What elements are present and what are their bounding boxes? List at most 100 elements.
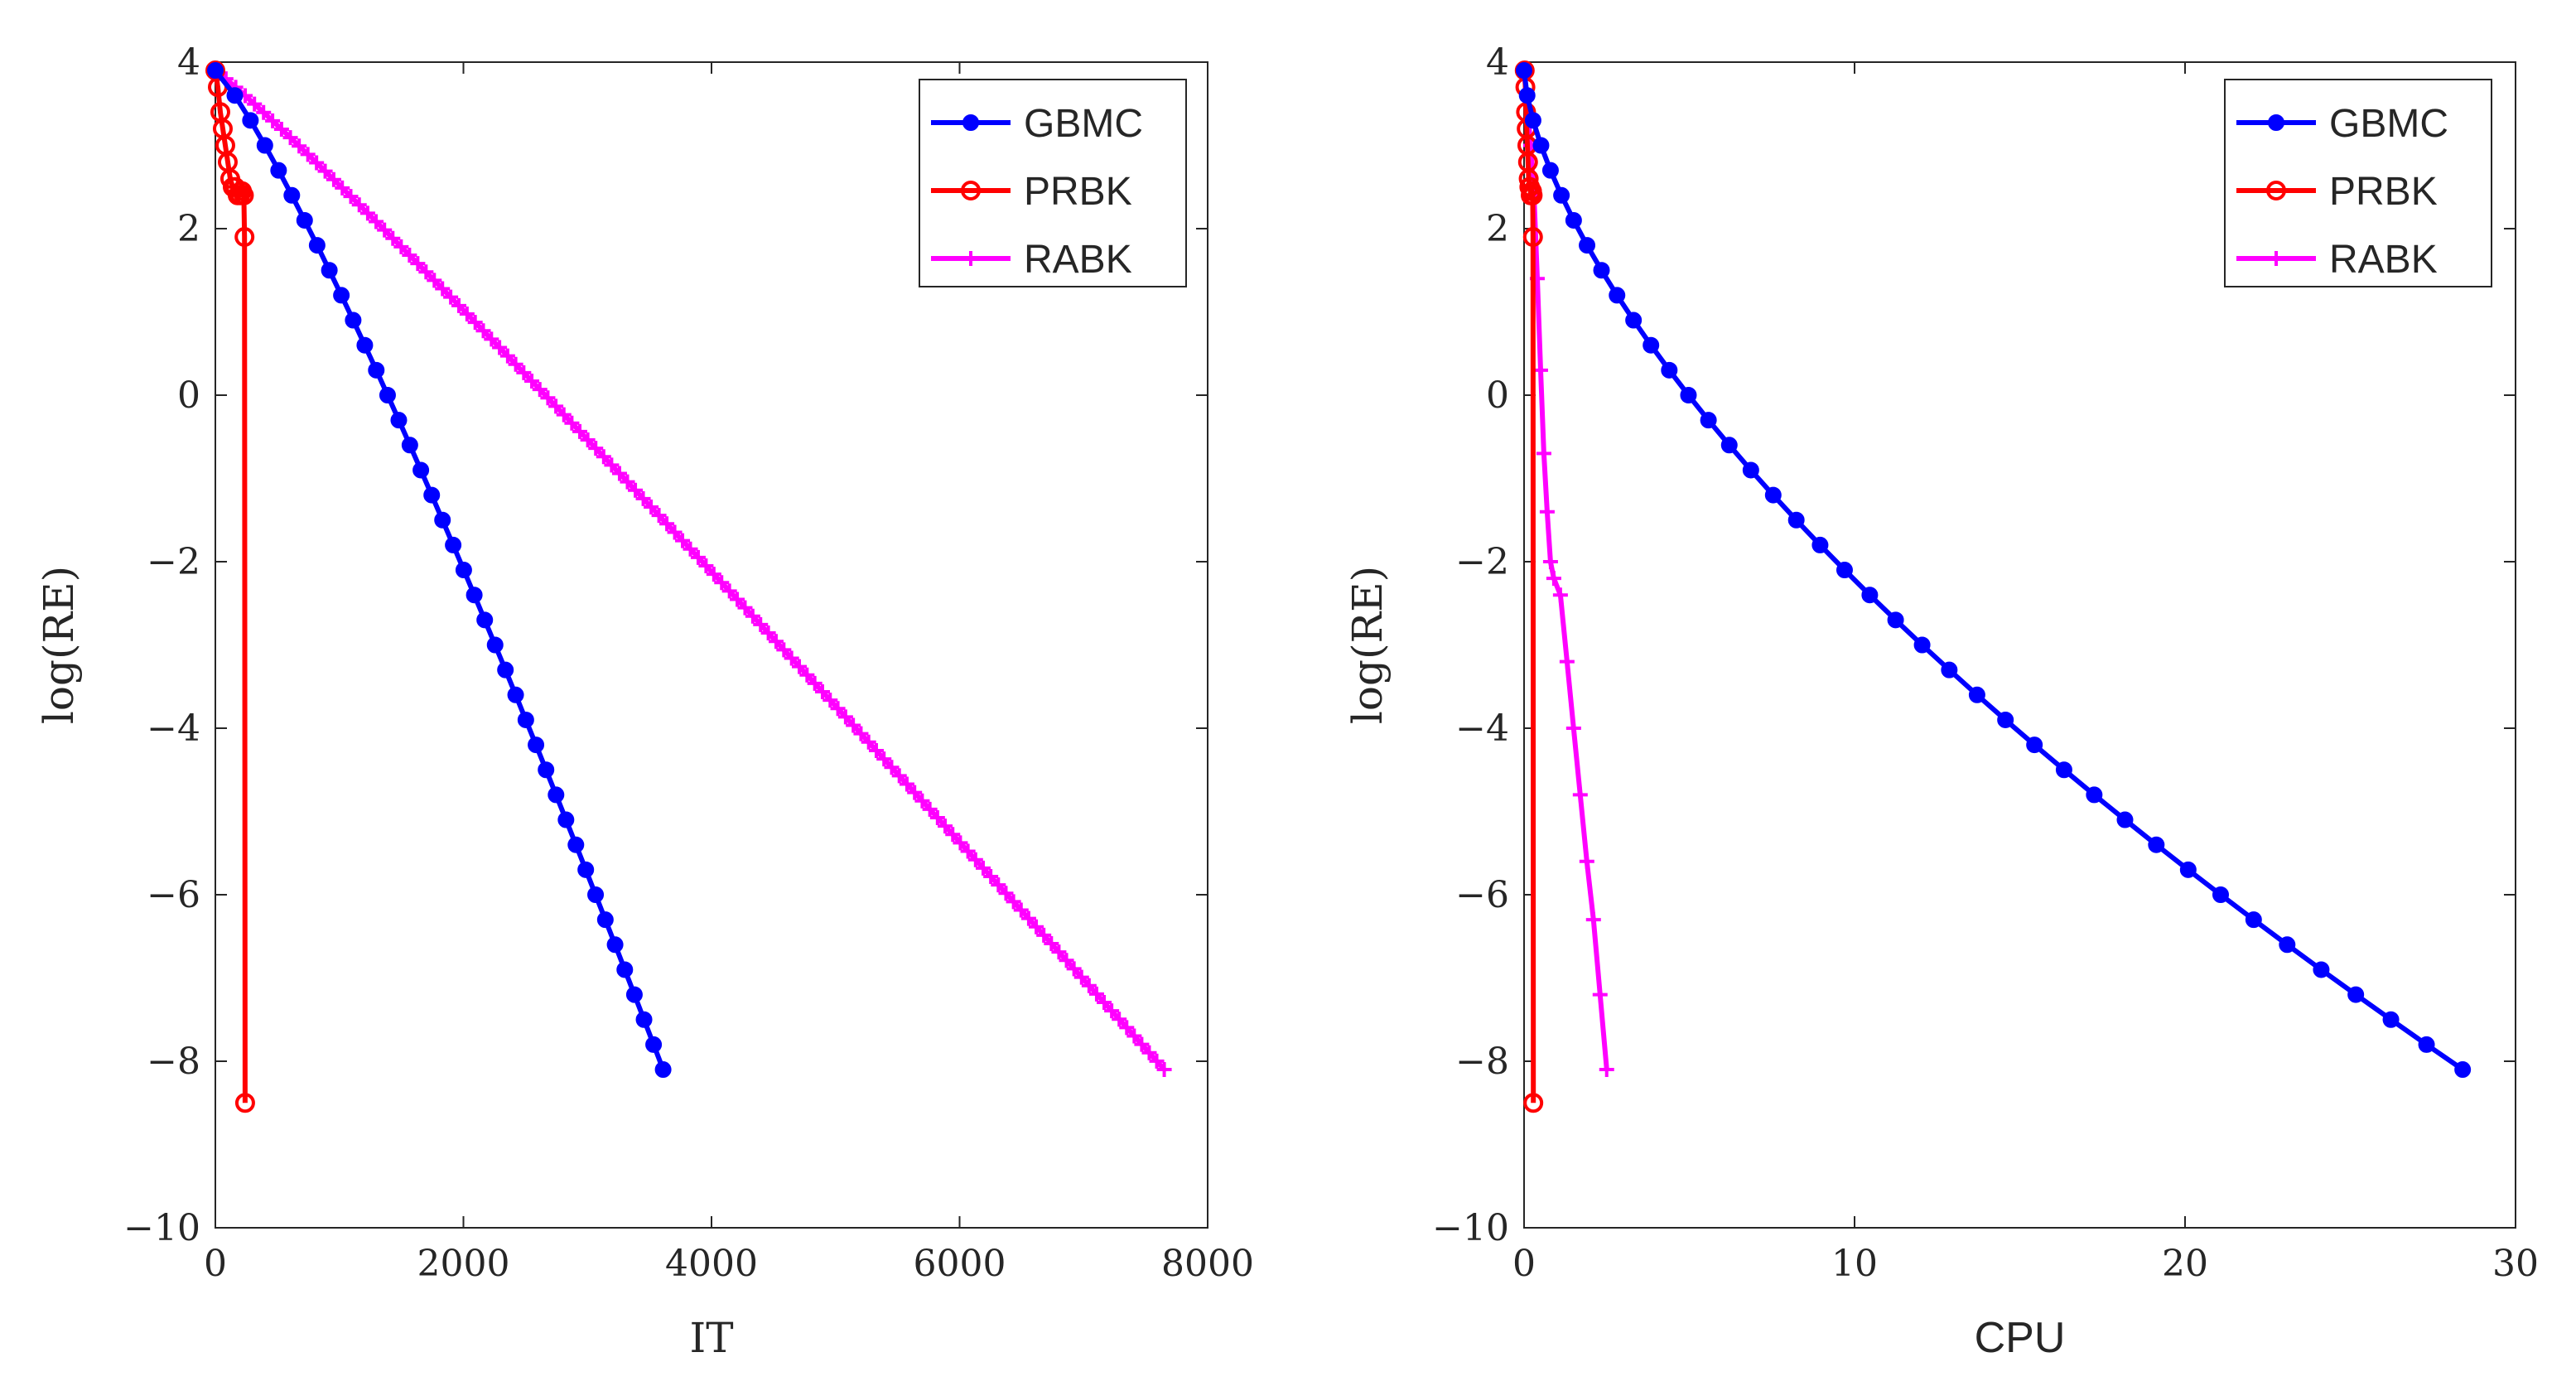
rabk-marker [300, 147, 316, 162]
rabk-marker [1051, 944, 1067, 960]
legend-prbk-label: PRBK [2329, 170, 2438, 214]
rabk-marker [853, 726, 869, 741]
rabk-marker [359, 205, 375, 221]
legend: GBMC PRBK RABK [2224, 79, 2492, 287]
rabk-marker [343, 189, 359, 205]
rabk-marker [1599, 1062, 1614, 1078]
rabk-marker [938, 819, 953, 834]
gbmc-marker [2148, 836, 2165, 853]
rabk-marker [588, 441, 604, 456]
gbmc-marker [2313, 961, 2330, 978]
rabk-marker [1073, 969, 1089, 985]
gbmc-marker [528, 736, 545, 754]
gbmc-marker [596, 911, 614, 929]
gbmc-marker [283, 186, 301, 204]
rabk-marker [247, 96, 263, 112]
gbmc-marker [2055, 761, 2072, 779]
gbmc-marker [1565, 211, 1582, 229]
rabk-marker [760, 625, 776, 641]
gbmc-marker [2179, 861, 2197, 878]
rabk-marker [745, 608, 760, 624]
right-chart-panel: 0 10 20 30420−2−4−6−8−10CPUlog(RE)GBMCPRBKR… [1343, 41, 2539, 1362]
x-tick-label: 6000 [914, 1243, 1006, 1285]
gbmc-marker [390, 412, 408, 429]
y-tick-label: −4 [1455, 707, 1509, 750]
gbmc-marker [1593, 262, 1610, 279]
gbmc-marker [308, 237, 326, 254]
gbmc-marker [1700, 412, 1717, 429]
rabk-marker [1059, 953, 1074, 968]
gbmc-marker [1764, 486, 1782, 504]
rabk-marker [651, 508, 667, 524]
rabk-marker [580, 432, 596, 447]
rabk-marker [492, 340, 508, 355]
rabk-marker [998, 886, 1014, 901]
rabk-marker [524, 374, 540, 389]
rabk-marker [596, 449, 611, 465]
series-gbmc [1516, 62, 2472, 1079]
gbmc-marker [2279, 936, 2296, 954]
x-tick-label: 20 [2162, 1243, 2208, 1285]
rabk-marker [659, 516, 675, 532]
y-axis-label: log(RE) [1343, 566, 1392, 724]
gbmc-marker [1541, 162, 1559, 179]
gbmc-marker [548, 786, 565, 804]
rabk-marker [907, 785, 923, 800]
rabk-marker [1156, 1062, 1172, 1078]
rabk-marker [667, 524, 683, 540]
prbk-marker [234, 185, 254, 205]
gbmc-marker [1524, 112, 1541, 129]
gbmc-marker [2212, 886, 2229, 903]
rabk-marker [1546, 571, 1561, 587]
gbmc-marker [401, 437, 418, 454]
gbmc-marker [226, 87, 244, 104]
y-tick-label: −4 [147, 707, 200, 750]
gbmc-marker [207, 62, 224, 80]
prbk-marker [234, 227, 255, 248]
y-tick-label: −6 [1455, 874, 1509, 916]
legend: GBMC PRBK RABK [919, 79, 1187, 287]
rabk-marker [611, 466, 627, 481]
gbmc-marker [1913, 636, 1931, 654]
rabk-marker [822, 693, 838, 708]
rabk-marker [256, 104, 272, 120]
rabk-marker [1104, 1003, 1120, 1019]
gbmc-marker [1941, 661, 1958, 679]
rabk-marker [1149, 1053, 1165, 1069]
rabk-marker [393, 239, 409, 254]
prbk-marker [1522, 227, 1543, 248]
rabk-marker [737, 600, 753, 616]
y-tick-label: −6 [147, 874, 200, 916]
rabk-marker [459, 306, 475, 321]
legend-prbk-marker [2266, 181, 2286, 200]
gbmc-marker [476, 611, 494, 629]
rabk-marker [273, 121, 289, 137]
gbmc-marker [423, 486, 441, 504]
gbmc-marker [1579, 237, 1596, 254]
rabk-marker [644, 500, 659, 515]
gbmc-marker [242, 112, 259, 129]
rabk-marker [540, 390, 556, 406]
rabk-marker [282, 130, 298, 146]
rabk-marker [914, 793, 930, 809]
gbmc-marker [2026, 736, 2043, 754]
rabk-marker [564, 415, 580, 431]
legend-gbmc-label: GBMC [1024, 102, 1143, 146]
gbmc-marker [1887, 611, 1904, 629]
gbmc-marker [1661, 361, 1678, 379]
rabk-marker [792, 659, 808, 674]
rabk-marker [635, 490, 651, 506]
rabk-marker [402, 248, 417, 263]
legend-box [919, 79, 1187, 287]
gbmc-marker [1861, 587, 1879, 604]
rabk-marker [675, 533, 691, 548]
rabk-marker [317, 163, 333, 179]
x-axis-label: IT [689, 1314, 733, 1362]
rabk-marker [799, 667, 815, 683]
gbmc-marker [345, 311, 362, 329]
rabk-marker [335, 180, 350, 196]
rabk-marker [1134, 1036, 1150, 1052]
rabk-marker [768, 634, 784, 650]
rabk-marker [1542, 554, 1558, 569]
rabk-marker [1044, 936, 1059, 952]
